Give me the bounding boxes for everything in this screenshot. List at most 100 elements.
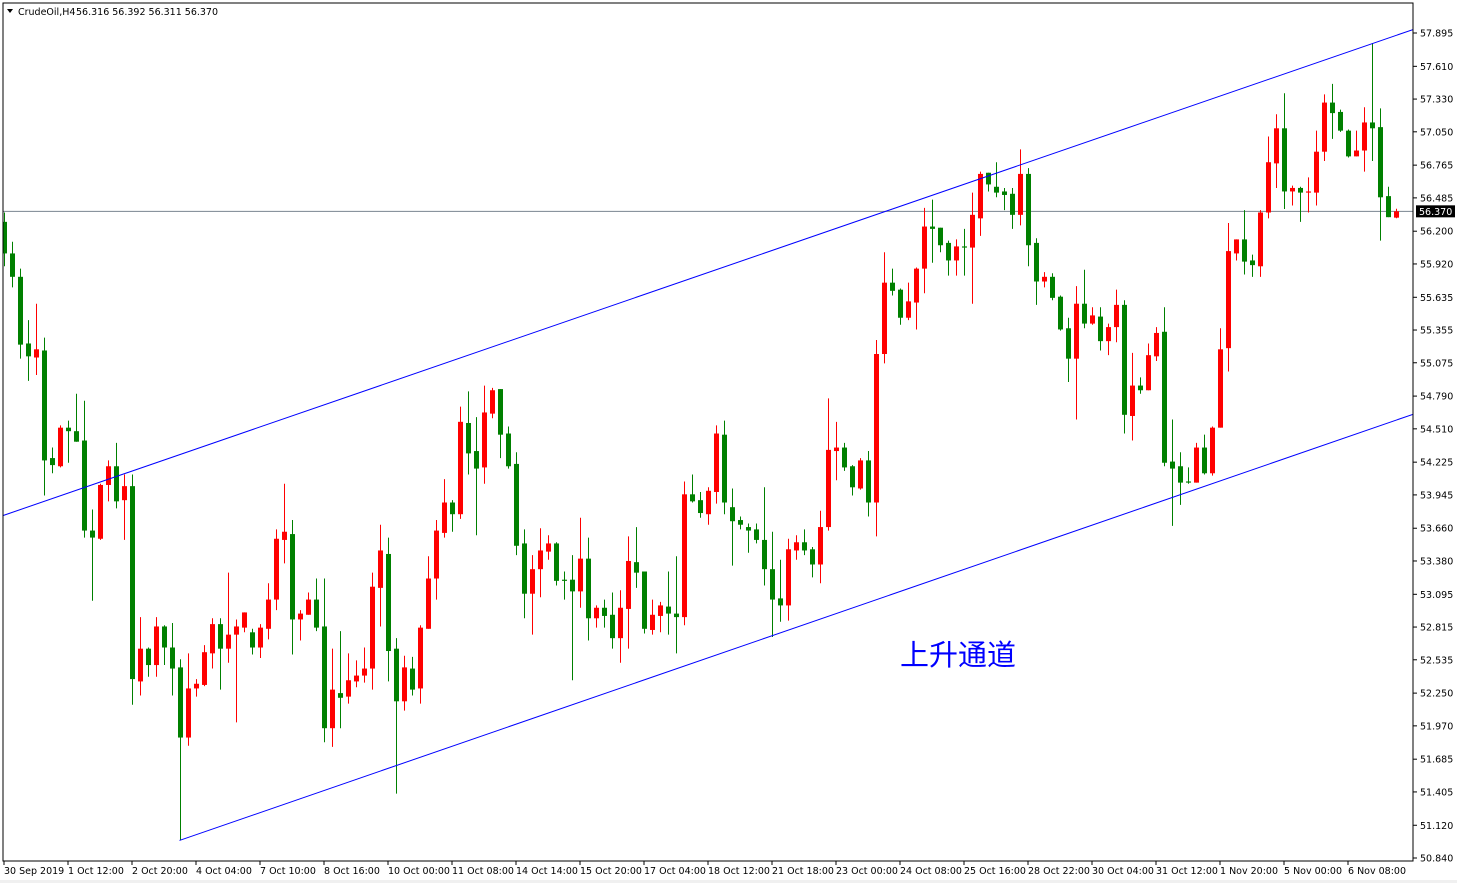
candle[interactable] — [266, 583, 271, 640]
candle[interactable] — [274, 529, 279, 611]
candle[interactable] — [146, 647, 151, 677]
candle[interactable] — [34, 303, 39, 376]
candle[interactable] — [1186, 467, 1191, 484]
candle[interactable] — [802, 529, 807, 556]
candle[interactable] — [834, 421, 839, 481]
candle[interactable] — [242, 612, 247, 633]
candle[interactable] — [290, 520, 295, 655]
candle[interactable] — [402, 655, 407, 711]
candle[interactable] — [754, 523, 759, 544]
candle[interactable] — [1210, 426, 1215, 476]
candle[interactable] — [122, 474, 127, 540]
candle[interactable] — [130, 474, 135, 705]
upper-channel-line[interactable] — [3, 29, 1413, 517]
candle[interactable] — [1138, 377, 1143, 394]
candle[interactable] — [1322, 94, 1327, 162]
candle[interactable] — [282, 483, 287, 564]
candle[interactable] — [618, 590, 623, 663]
candle[interactable] — [586, 537, 591, 641]
candle[interactable] — [114, 442, 119, 509]
candle[interactable] — [714, 425, 719, 504]
candle[interactable] — [1234, 239, 1239, 261]
candle[interactable] — [450, 500, 455, 532]
candle[interactable] — [354, 660, 359, 688]
candle[interactable] — [562, 571, 567, 600]
candle[interactable] — [442, 479, 447, 538]
candle[interactable] — [50, 447, 55, 474]
candle[interactable] — [1362, 107, 1367, 172]
candle[interactable] — [850, 465, 855, 496]
candle[interactable] — [1194, 442, 1199, 483]
candle[interactable] — [682, 481, 687, 626]
candle[interactable] — [1298, 186, 1303, 222]
candle[interactable] — [1282, 93, 1287, 209]
candle[interactable] — [890, 268, 895, 296]
candle[interactable] — [82, 400, 87, 538]
candle[interactable] — [506, 426, 511, 469]
candle[interactable] — [498, 389, 503, 459]
candle[interactable] — [826, 398, 831, 531]
candle[interactable] — [938, 227, 943, 253]
candle[interactable] — [1242, 210, 1247, 275]
candle[interactable] — [1386, 186, 1391, 218]
candle[interactable] — [370, 572, 375, 690]
candle[interactable] — [90, 509, 95, 601]
candle[interactable] — [74, 393, 79, 442]
candle[interactable] — [306, 592, 311, 615]
candle[interactable] — [490, 387, 495, 419]
candle[interactable] — [1122, 300, 1127, 434]
candle[interactable] — [378, 524, 383, 627]
candle[interactable] — [546, 535, 551, 560]
candle[interactable] — [386, 537, 391, 682]
candle[interactable] — [466, 391, 471, 475]
candle[interactable] — [978, 171, 983, 236]
candle[interactable] — [1218, 328, 1223, 428]
candle[interactable] — [554, 542, 559, 586]
candle[interactable] — [1266, 136, 1271, 219]
candle[interactable] — [10, 241, 15, 288]
candle[interactable] — [362, 647, 367, 683]
candle[interactable] — [514, 452, 519, 556]
candle[interactable] — [1002, 187, 1007, 211]
candle[interactable] — [1058, 295, 1063, 331]
candle[interactable] — [970, 192, 975, 304]
candle[interactable] — [538, 528, 543, 598]
candle[interactable] — [634, 527, 639, 588]
candle[interactable] — [946, 240, 951, 276]
candle[interactable] — [58, 425, 63, 468]
candle[interactable] — [1250, 254, 1255, 277]
candle[interactable] — [530, 555, 535, 635]
candle[interactable] — [698, 491, 703, 518]
candle[interactable] — [434, 520, 439, 600]
candle[interactable] — [138, 617, 143, 696]
candle[interactable] — [26, 320, 31, 381]
candle[interactable] — [738, 516, 743, 530]
candle[interactable] — [786, 538, 791, 621]
candle[interactable] — [578, 517, 583, 608]
candle[interactable] — [178, 659, 183, 841]
candle[interactable] — [154, 617, 159, 677]
candle[interactable] — [730, 488, 735, 566]
candle[interactable] — [1306, 177, 1311, 213]
candle[interactable] — [1226, 223, 1231, 372]
candle[interactable] — [1346, 129, 1351, 158]
candle[interactable] — [626, 536, 631, 649]
candle[interactable] — [914, 267, 919, 330]
candle[interactable] — [674, 556, 679, 654]
candle[interactable] — [1378, 108, 1383, 241]
candle[interactable] — [18, 268, 23, 359]
candle[interactable] — [690, 474, 695, 503]
candle[interactable] — [1010, 187, 1015, 229]
candle[interactable] — [706, 487, 711, 525]
candle[interactable] — [322, 578, 327, 743]
candle[interactable] — [522, 529, 527, 619]
candle[interactable] — [1074, 286, 1079, 420]
candle[interactable] — [418, 625, 423, 704]
candle[interactable] — [770, 531, 775, 637]
candle[interactable] — [1370, 42, 1375, 162]
candle[interactable] — [330, 648, 335, 747]
candle[interactable] — [602, 599, 607, 628]
candle[interactable] — [1202, 434, 1207, 475]
candle[interactable] — [1330, 83, 1335, 139]
